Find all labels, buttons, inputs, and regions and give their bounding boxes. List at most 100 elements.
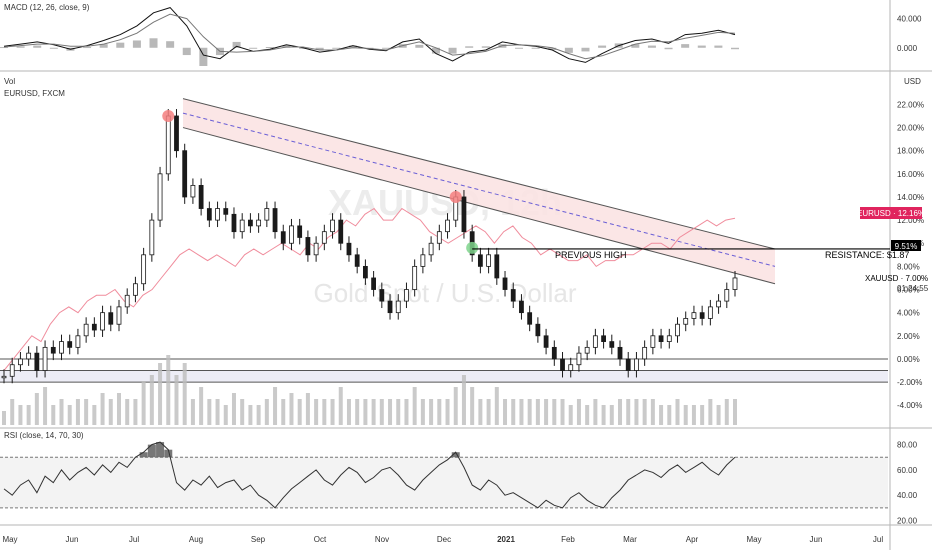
time-tick-label: Nov — [375, 535, 389, 544]
volume-bar — [371, 399, 376, 425]
volume-bar — [215, 399, 220, 425]
time-tick-label: Mar — [623, 535, 637, 544]
candle-body — [584, 346, 590, 354]
macd-histogram-bar — [647, 45, 656, 48]
macd-histogram-bar — [132, 40, 141, 48]
candle-body — [691, 312, 697, 319]
volume-bar — [618, 399, 623, 425]
time-tick-label: Jun — [66, 535, 79, 544]
candle-body — [568, 364, 574, 371]
candle-body — [732, 277, 738, 290]
rsi-overbought-fill — [164, 449, 173, 458]
candle-body — [658, 335, 664, 342]
candle-body — [510, 289, 516, 302]
macd-histogram-bar — [83, 47, 92, 49]
candle-body — [617, 346, 623, 360]
volume-bar — [691, 405, 696, 425]
macd-histogram-bar — [564, 47, 573, 53]
volume-bar — [240, 399, 245, 425]
volume-bar — [158, 363, 163, 425]
volume-bar — [445, 399, 450, 425]
volume-bar — [470, 387, 475, 425]
watermark-name: Gold Spot / U.S. Dollar — [314, 278, 577, 308]
candle-body — [280, 231, 286, 244]
candle-body — [313, 242, 319, 256]
previous-high-marker — [466, 241, 479, 254]
candle-body — [59, 341, 64, 354]
volume-bar — [84, 399, 89, 425]
candle-body — [174, 115, 179, 152]
volume-bar — [552, 399, 557, 425]
volume-bar — [642, 399, 647, 425]
resistance-badge-text: 9.51% — [895, 242, 918, 251]
candle-body — [141, 254, 147, 285]
candle-body — [100, 312, 105, 331]
resistance-label: RESISTANCE: $1.87 — [825, 250, 909, 260]
volume-bar — [75, 399, 80, 425]
rsi-band — [0, 457, 888, 508]
volume-bar — [429, 399, 434, 425]
volume-bar — [420, 399, 425, 425]
candle-body — [321, 231, 327, 244]
time-tick-label: Sep — [251, 535, 266, 544]
candle-body — [535, 323, 541, 337]
time-tick-label: May — [2, 535, 17, 544]
volume-bar — [716, 405, 721, 425]
volume-bar — [601, 405, 606, 425]
rsi-label: RSI (close, 14, 70, 30) — [4, 431, 84, 440]
rsi-line — [3, 441, 736, 509]
volume-bar — [700, 405, 705, 425]
macd-histogram-bar — [99, 44, 108, 48]
vol-label: Vol — [4, 77, 15, 86]
volume-bar — [346, 399, 351, 425]
candle-body — [248, 219, 253, 227]
macd-series-line — [3, 13, 736, 60]
time-tick-label: Oct — [314, 535, 327, 544]
macd-histogram-bar — [332, 47, 341, 49]
price-tick-label: 16.00% — [897, 170, 924, 179]
volume-bar — [125, 399, 130, 425]
price-tick-label: 8.00% — [897, 262, 920, 271]
volume-bar — [289, 393, 294, 425]
volume-bar — [273, 387, 278, 425]
volume-bar — [461, 375, 466, 425]
macd-histogram-bar — [49, 47, 58, 49]
candle-body — [395, 300, 401, 314]
volume-bar — [683, 405, 688, 425]
volume-bar — [437, 399, 442, 425]
volume-bar — [486, 399, 491, 425]
candle-body — [75, 335, 81, 348]
candle-body — [18, 358, 23, 366]
volume-bar — [43, 387, 48, 425]
candle-body — [387, 300, 393, 314]
volume-bar — [355, 399, 360, 425]
volume-bar — [363, 399, 368, 425]
price-tick-label: 12.00% — [897, 216, 924, 225]
macd-histogram-bar — [232, 41, 241, 48]
volume-bar — [494, 387, 499, 425]
volume-bar — [667, 405, 672, 425]
peak-marker — [162, 109, 175, 122]
macd-histogram-bar — [714, 45, 723, 48]
volume-bar — [51, 405, 56, 425]
volume-bar — [264, 399, 269, 425]
volume-bar — [182, 363, 187, 425]
macd-histogram-bar — [681, 44, 690, 48]
macd-histogram-bar — [265, 47, 274, 49]
volume-bar — [223, 405, 228, 425]
macd-histogram-bar — [415, 44, 424, 48]
candle-body — [149, 219, 155, 256]
macd-histogram-bar — [199, 47, 208, 66]
price-tick-label: 0.00% — [897, 355, 920, 364]
volume-bar — [322, 399, 327, 425]
price-tick-label: 6.00% — [897, 286, 920, 295]
candle-body — [634, 358, 639, 371]
candle-body — [642, 346, 648, 360]
price-tick-label: -2.00% — [897, 378, 922, 387]
candle-body — [50, 346, 56, 354]
candle-body — [182, 150, 188, 198]
candle-body — [683, 318, 689, 325]
price-tick-label: -4.00% — [897, 401, 922, 410]
candle-body — [157, 173, 163, 221]
